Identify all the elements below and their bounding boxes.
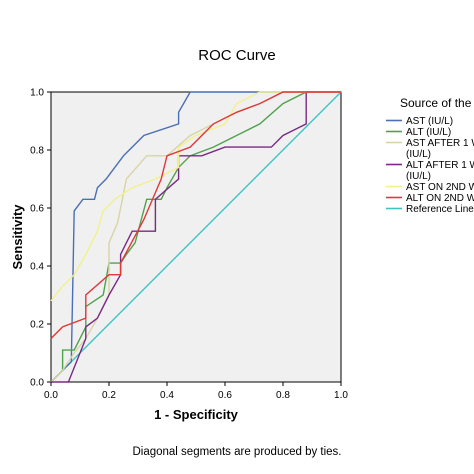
y-axis-ticks: 0.0 0.2 0.4 0.6 0.8 1.0: [30, 88, 51, 389]
chart-title: ROC Curve: [198, 47, 276, 64]
x-tick-label: 1.0: [334, 390, 348, 401]
series-line-reference-line: [50, 91, 342, 383]
legend-label-ast-after-1-w-iu-l: AST AFTER 1 W (IU/L): [406, 138, 474, 160]
legend-label-alt-on-2nd-w: ALT ON 2ND W: [406, 193, 474, 204]
legend-label-alt-iu-l: ALT (IU/L): [406, 127, 451, 138]
legend-label-reference-line: Reference Line: [406, 204, 474, 215]
x-tick-label: 0.0: [44, 390, 58, 401]
x-tick-label: 0.6: [218, 390, 232, 401]
y-tick-label: 0.2: [30, 320, 44, 331]
legend: AST (IU/L)ALT (IU/L)AST AFTER 1 W (IU/L)A…: [386, 116, 474, 215]
series-line-alt-after-1-w-iu-l: [51, 91, 341, 383]
series-line-alt-iu-l: [50, 91, 341, 383]
series-layer: [50, 91, 342, 383]
legend-label-ast-on-2nd-w: AST ON 2ND W: [406, 182, 474, 193]
legend-label-ast-iu-l: AST (IU/L): [406, 116, 453, 127]
series-line-alt-on-2nd-w: [50, 91, 341, 339]
y-tick-label: 0.4: [30, 262, 44, 273]
footnote: Diagonal segments are produced by ties.: [132, 446, 341, 458]
x-tick-label: 0.2: [102, 390, 116, 401]
legend-title: Source of the: [400, 96, 472, 110]
y-tick-label: 0.8: [30, 146, 44, 157]
x-axis-ticks: 0.0 0.2 0.4 0.6 0.8 1.0: [44, 382, 348, 401]
series-line-ast-on-2nd-w: [50, 91, 341, 302]
y-tick-label: 0.6: [30, 204, 44, 215]
y-tick-label: 0.0: [30, 378, 44, 389]
series-line-ast-iu-l: [50, 91, 341, 383]
x-axis-title: 1 - Specificity: [154, 407, 239, 422]
legend-label-alt-after-1-w-iu-l: ALT AFTER 1 W (IU/L): [406, 160, 474, 182]
x-tick-label: 0.4: [160, 390, 174, 401]
y-axis-title: Sensitivity: [10, 204, 25, 270]
y-tick-label: 1.0: [30, 88, 44, 99]
x-tick-label: 0.8: [276, 390, 290, 401]
